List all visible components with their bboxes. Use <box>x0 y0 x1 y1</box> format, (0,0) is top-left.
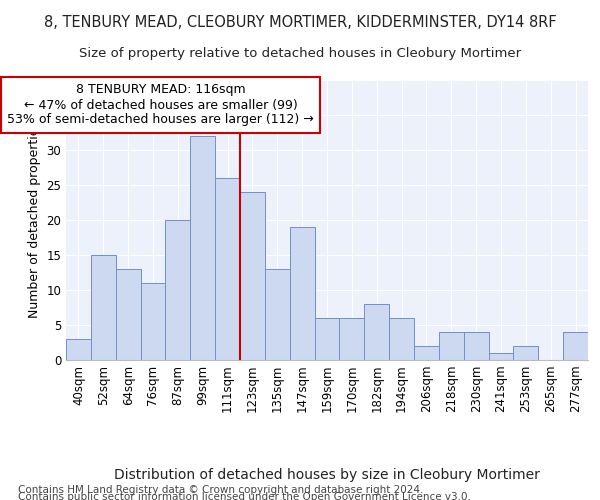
Text: Distribution of detached houses by size in Cleobury Mortimer: Distribution of detached houses by size … <box>114 468 540 481</box>
Bar <box>488 353 514 360</box>
Bar <box>514 346 538 360</box>
Bar <box>91 255 116 360</box>
Bar <box>166 220 190 360</box>
Text: Contains HM Land Registry data © Crown copyright and database right 2024.: Contains HM Land Registry data © Crown c… <box>18 485 424 495</box>
Bar <box>190 136 215 360</box>
Bar <box>215 178 240 360</box>
Bar <box>389 318 414 360</box>
Text: 8 TENBURY MEAD: 116sqm
← 47% of detached houses are smaller (99)
53% of semi-det: 8 TENBURY MEAD: 116sqm ← 47% of detached… <box>7 84 314 126</box>
Bar <box>290 227 314 360</box>
Bar <box>464 332 488 360</box>
Bar <box>414 346 439 360</box>
Text: Contains public sector information licensed under the Open Government Licence v3: Contains public sector information licen… <box>18 492 471 500</box>
Bar <box>314 318 340 360</box>
Bar <box>439 332 464 360</box>
Bar <box>240 192 265 360</box>
Y-axis label: Number of detached properties: Number of detached properties <box>28 122 41 318</box>
Bar <box>140 283 166 360</box>
Text: Size of property relative to detached houses in Cleobury Mortimer: Size of property relative to detached ho… <box>79 48 521 60</box>
Bar <box>364 304 389 360</box>
Text: 8, TENBURY MEAD, CLEOBURY MORTIMER, KIDDERMINSTER, DY14 8RF: 8, TENBURY MEAD, CLEOBURY MORTIMER, KIDD… <box>44 15 556 30</box>
Bar <box>563 332 588 360</box>
Bar <box>66 339 91 360</box>
Bar <box>340 318 364 360</box>
Bar <box>265 269 290 360</box>
Bar <box>116 269 140 360</box>
